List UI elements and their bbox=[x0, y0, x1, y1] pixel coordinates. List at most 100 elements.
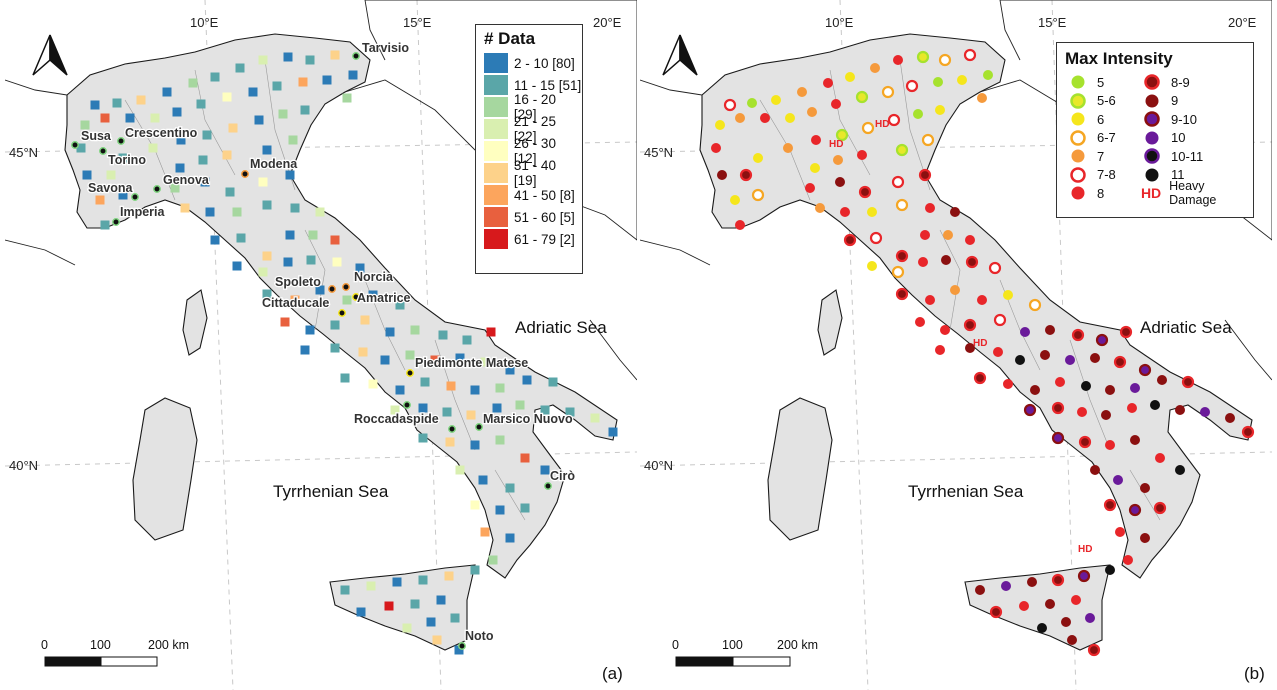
station-circle bbox=[965, 343, 975, 353]
legend-swatch bbox=[484, 207, 508, 227]
station-square bbox=[392, 577, 402, 587]
station-circle bbox=[975, 585, 985, 595]
station-circle bbox=[935, 345, 945, 355]
station-circle bbox=[823, 78, 833, 88]
station-squares bbox=[76, 50, 618, 655]
station-square bbox=[432, 635, 442, 645]
station-circle bbox=[1153, 501, 1167, 515]
station-square bbox=[478, 475, 488, 485]
station-square bbox=[222, 92, 232, 102]
station-circle bbox=[943, 230, 953, 240]
town-label-spoleto: Spoleto bbox=[275, 275, 321, 289]
station-square bbox=[410, 599, 420, 609]
station-circle bbox=[1085, 613, 1095, 623]
legend-item: 41 - 50 [8] bbox=[484, 184, 582, 206]
scale-bar bbox=[675, 656, 791, 667]
scale-label-200: 200 km bbox=[777, 638, 818, 652]
france-coastline bbox=[5, 79, 76, 266]
station-square bbox=[402, 623, 412, 633]
station-circle bbox=[1157, 375, 1167, 385]
station-circle bbox=[1045, 599, 1055, 609]
legend-item: 2 - 10 [80] bbox=[484, 52, 582, 74]
station-circle bbox=[895, 198, 909, 212]
station-circle bbox=[1150, 400, 1160, 410]
station-circle bbox=[1175, 405, 1185, 415]
station-circle bbox=[1071, 328, 1085, 342]
station-square bbox=[330, 343, 340, 353]
region-border bbox=[1129, 469, 1161, 521]
station-circle bbox=[857, 150, 867, 160]
legend-label: 41 - 50 [8] bbox=[514, 187, 575, 203]
station-circle bbox=[993, 347, 1003, 357]
station-circle bbox=[1040, 350, 1050, 360]
station-square bbox=[505, 365, 515, 375]
station-square bbox=[200, 177, 210, 187]
station-square bbox=[285, 170, 295, 180]
legend-item: 10-11 bbox=[1139, 147, 1249, 166]
station-square bbox=[106, 170, 116, 180]
station-circle bbox=[1087, 643, 1101, 657]
station-square bbox=[348, 70, 358, 80]
station-square bbox=[360, 315, 370, 325]
town-label-torino: Torino bbox=[108, 153, 146, 167]
station-circle bbox=[840, 207, 850, 217]
france-coastline bbox=[640, 79, 711, 266]
station-circle bbox=[1061, 617, 1071, 627]
station-circle bbox=[735, 220, 745, 230]
station-circle bbox=[1003, 379, 1013, 389]
station-circle bbox=[1045, 325, 1055, 335]
legend-item: 51 - 60 [5] bbox=[484, 206, 582, 228]
station-square bbox=[76, 143, 86, 153]
station-square bbox=[505, 483, 515, 493]
station-circle bbox=[855, 90, 869, 104]
station-square bbox=[232, 261, 242, 271]
station-square bbox=[262, 289, 272, 299]
station-circle bbox=[983, 70, 993, 80]
station-circle bbox=[835, 177, 845, 187]
legend-item: 8-9 bbox=[1139, 73, 1249, 92]
legend-symbol bbox=[1145, 168, 1159, 182]
station-square bbox=[540, 465, 550, 475]
station-square bbox=[188, 78, 198, 88]
station-circle bbox=[1030, 385, 1040, 395]
legend-label: 8 bbox=[1097, 185, 1105, 201]
station-square bbox=[368, 379, 378, 389]
station-circle bbox=[753, 153, 763, 163]
legend-item: 9-10 bbox=[1139, 110, 1249, 129]
town-label-susa: Susa bbox=[81, 129, 112, 143]
station-square bbox=[366, 581, 376, 591]
map-a: 10°E 15°E 20°E 45°N 40°N Adriatic Sea Ty… bbox=[5, 0, 637, 690]
legend-item: 5-6 bbox=[1065, 92, 1139, 111]
station-square bbox=[522, 375, 532, 385]
legend-symbol bbox=[1070, 167, 1086, 183]
station-square bbox=[608, 427, 618, 437]
station-circle bbox=[963, 48, 977, 62]
legend-label: 11 bbox=[1171, 167, 1185, 183]
station-square bbox=[470, 500, 480, 510]
station-square bbox=[340, 585, 350, 595]
legend-swatch bbox=[484, 53, 508, 73]
station-square bbox=[180, 203, 190, 213]
legend-label: 21 - 25 [22] bbox=[513, 114, 556, 144]
legend-item: 61 - 79 [2] bbox=[484, 228, 582, 250]
legend-item-heavy-damage: HD Heavy Damage bbox=[1139, 179, 1249, 207]
station-square bbox=[445, 437, 455, 447]
station-square bbox=[254, 115, 264, 125]
station-square bbox=[505, 533, 515, 543]
legend-symbol bbox=[1144, 148, 1160, 164]
sea-label-tyrrhenian: Tyrrhenian Sea bbox=[273, 482, 389, 501]
station-circle bbox=[858, 185, 872, 199]
station-square bbox=[520, 503, 530, 513]
legend-item: 6-7 bbox=[1065, 129, 1139, 148]
legend-item: 7 bbox=[1065, 147, 1139, 166]
station-circle bbox=[915, 317, 925, 327]
station-square bbox=[175, 163, 185, 173]
legend-item: 8 bbox=[1065, 184, 1139, 203]
station-square bbox=[455, 465, 465, 475]
station-circle bbox=[1023, 403, 1037, 417]
station-circle bbox=[918, 257, 928, 267]
station-circle bbox=[805, 183, 815, 193]
station-circle bbox=[887, 113, 901, 127]
legend-item: 5 bbox=[1065, 73, 1139, 92]
station-circle bbox=[1105, 385, 1115, 395]
